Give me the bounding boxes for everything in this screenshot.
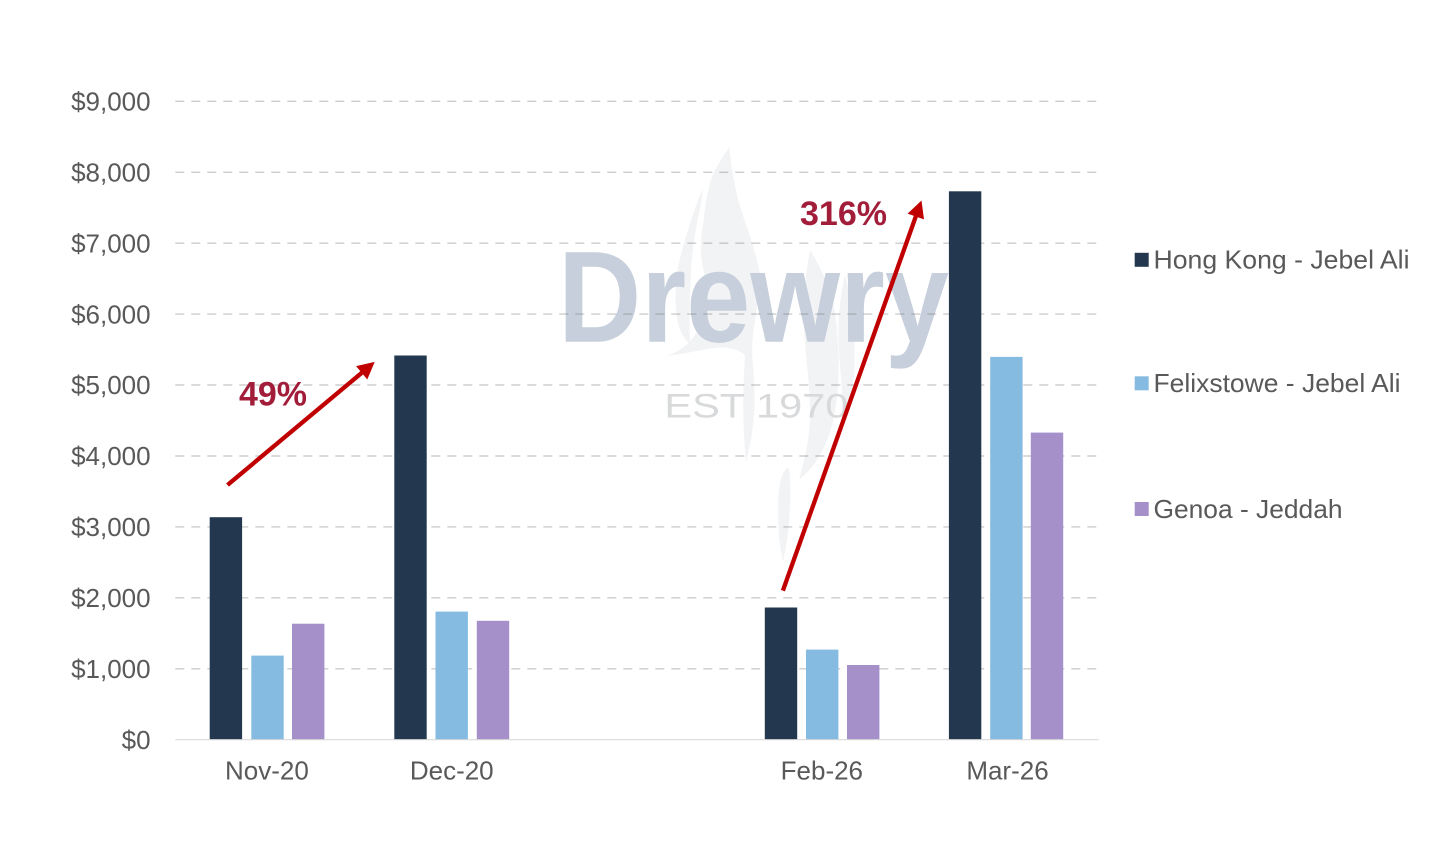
svg-text:Felixstowe - Jebel Ali: Felixstowe - Jebel Ali xyxy=(1154,368,1401,398)
svg-text:$9,000: $9,000 xyxy=(71,87,151,117)
svg-text:Nov-20: Nov-20 xyxy=(225,756,309,786)
svg-text:$8,000: $8,000 xyxy=(71,158,151,188)
svg-text:$1,000: $1,000 xyxy=(71,654,151,684)
svg-text:$6,000: $6,000 xyxy=(71,299,151,329)
svg-text:$0: $0 xyxy=(122,725,151,755)
svg-text:Feb-26: Feb-26 xyxy=(781,756,863,786)
svg-text:49%: 49% xyxy=(239,376,307,414)
svg-text:Drewry: Drewry xyxy=(558,224,949,370)
svg-text:316%: 316% xyxy=(800,195,887,233)
svg-text:$4,000: $4,000 xyxy=(71,441,151,471)
svg-text:Genoa - Jeddah: Genoa - Jeddah xyxy=(1154,494,1343,524)
svg-text:$5,000: $5,000 xyxy=(71,370,151,400)
svg-text:Dec-20: Dec-20 xyxy=(410,756,494,786)
svg-text:Mar-26: Mar-26 xyxy=(966,756,1048,786)
svg-text:$3,000: $3,000 xyxy=(71,512,151,542)
svg-text:Hong Kong - Jebel Ali: Hong Kong - Jebel Ali xyxy=(1154,245,1410,275)
svg-text:$2,000: $2,000 xyxy=(71,583,151,613)
svg-text:$7,000: $7,000 xyxy=(71,228,151,258)
svg-text:EST 1970: EST 1970 xyxy=(664,387,848,425)
